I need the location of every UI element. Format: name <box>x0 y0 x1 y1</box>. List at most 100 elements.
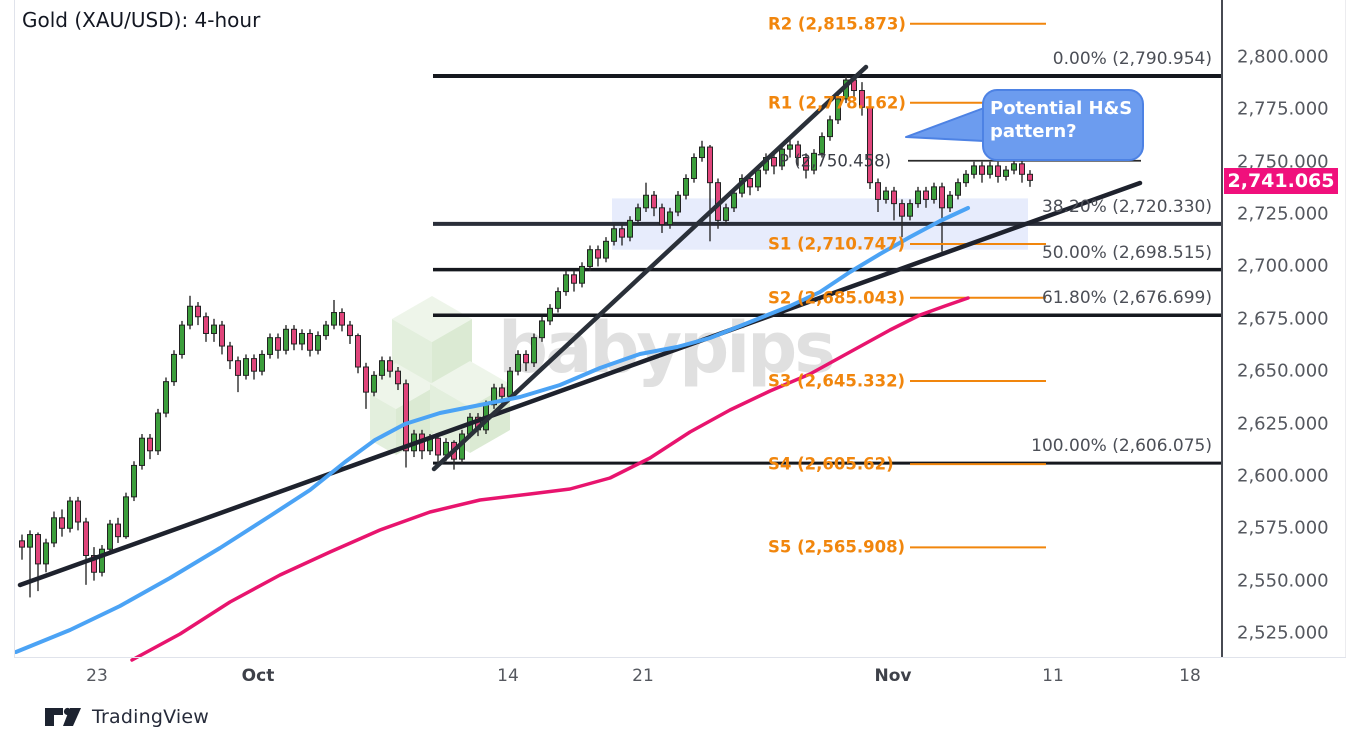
candle-body <box>659 207 665 226</box>
candle-body <box>35 534 41 565</box>
candle-body <box>195 305 201 318</box>
callout-line2: pattern? <box>990 121 1077 142</box>
candle-body <box>43 542 49 565</box>
candle-body <box>339 312 345 326</box>
candle-body <box>307 332 313 351</box>
chart-title: Gold (XAU/USD): 4-hour <box>22 8 261 32</box>
candle-body <box>171 353 177 383</box>
candle-body <box>707 146 713 184</box>
callout-tail[interactable] <box>905 107 985 142</box>
candle-body <box>907 203 913 217</box>
last-price-badge: 2,741.065 <box>1224 168 1338 194</box>
fast-moving-average-line[interactable] <box>14 206 970 654</box>
candle-body <box>379 360 385 376</box>
candle-body <box>947 194 953 209</box>
candle-body <box>619 228 625 238</box>
candle-body <box>891 190 897 205</box>
candle-body <box>675 194 681 213</box>
candle-body <box>531 337 537 364</box>
candle-body <box>331 312 337 326</box>
candle-body <box>603 240 609 259</box>
pivot-level-label: R2 (2,815.873) <box>768 14 906 34</box>
candle-body <box>323 324 329 337</box>
candle-body <box>939 186 945 209</box>
candle-body <box>755 169 761 188</box>
pivot-level-label: S4 (2,605.62) <box>768 454 894 474</box>
candle-body <box>147 437 153 452</box>
pivot-level-label: S5 (2,565.908) <box>768 537 906 557</box>
candle-body <box>723 207 729 221</box>
candle-body <box>19 540 25 548</box>
candle-body <box>915 190 921 205</box>
candle-body <box>139 437 145 466</box>
fib-level-label: 100.00% (2,606.075) <box>1031 436 1212 457</box>
candle-body <box>219 324 225 347</box>
candle-body <box>875 182 881 200</box>
candle-body <box>683 177 689 196</box>
pivot-level-label: S3 (2,645.332) <box>768 371 906 391</box>
last-price-value: 2,741.065 <box>1227 170 1335 192</box>
price-axis-border[interactable] <box>1221 0 1223 657</box>
candle-body <box>363 366 369 393</box>
candle-body <box>275 337 281 351</box>
y-axis-price-label: 2,675.000 <box>1237 308 1329 330</box>
candle-body <box>347 324 353 337</box>
y-axis-price-label: 2,800.000 <box>1237 46 1329 68</box>
tradingview-attribution[interactable]: TradingView <box>44 703 209 731</box>
candle-body <box>963 173 969 184</box>
candle-body <box>99 548 105 573</box>
candle-body <box>91 555 97 573</box>
candle-body <box>235 360 241 376</box>
candle-body <box>987 165 993 175</box>
candle-body <box>867 106 873 184</box>
candle-body <box>539 320 545 339</box>
y-axis-price-label: 2,725.000 <box>1237 203 1329 225</box>
candle-body <box>443 441 449 456</box>
candle-body <box>51 517 57 544</box>
pivot-level-label: S2 (2,685.043) <box>768 288 906 308</box>
y-axis-price-label: 2,575.000 <box>1237 517 1329 539</box>
candle-body <box>803 157 809 171</box>
fib-level-label: 0.00% (2,790.954) <box>1052 48 1212 69</box>
candle-body <box>291 328 297 345</box>
pivot-level-label: P (2,750.458) <box>779 151 892 171</box>
candle-body <box>107 523 113 550</box>
callout-annotation[interactable]: Potential H&S pattern? <box>990 97 1142 143</box>
candle-body <box>267 337 273 355</box>
candle-body <box>859 90 865 108</box>
candle-body <box>67 500 73 529</box>
candle-body <box>731 192 737 209</box>
candle-body <box>435 437 441 456</box>
candle-body <box>387 360 393 372</box>
candle-body <box>611 228 617 242</box>
candle-body <box>75 500 81 523</box>
candle-body <box>211 324 217 334</box>
time-axis-border[interactable] <box>14 657 1346 658</box>
candle-body <box>699 146 705 159</box>
y-axis-price-label: 2,750.000 <box>1237 151 1329 173</box>
callout-bubble[interactable] <box>982 89 1144 161</box>
candle-body <box>635 207 641 221</box>
candle-body <box>571 274 577 284</box>
price-axis-edge <box>1345 0 1346 657</box>
candle-body <box>787 144 793 150</box>
candle-body <box>187 305 193 326</box>
steep-rally-trendline[interactable] <box>431 64 869 472</box>
candle-body <box>923 190 929 200</box>
tradingview-icon <box>45 707 81 726</box>
candle-body <box>819 136 825 154</box>
candle-body <box>883 190 889 200</box>
candle-body <box>179 324 185 355</box>
candle-body <box>83 521 89 557</box>
long-term-trendline[interactable] <box>17 180 1143 588</box>
candle-body <box>115 523 121 538</box>
candle-body <box>507 370 513 397</box>
candle-body <box>595 249 601 259</box>
candle-body <box>523 353 529 364</box>
slow-moving-average-line[interactable] <box>130 296 970 662</box>
candle-body <box>1019 163 1025 175</box>
candle-body <box>747 177 753 188</box>
candle-body <box>547 307 553 322</box>
candle-body <box>779 148 785 167</box>
